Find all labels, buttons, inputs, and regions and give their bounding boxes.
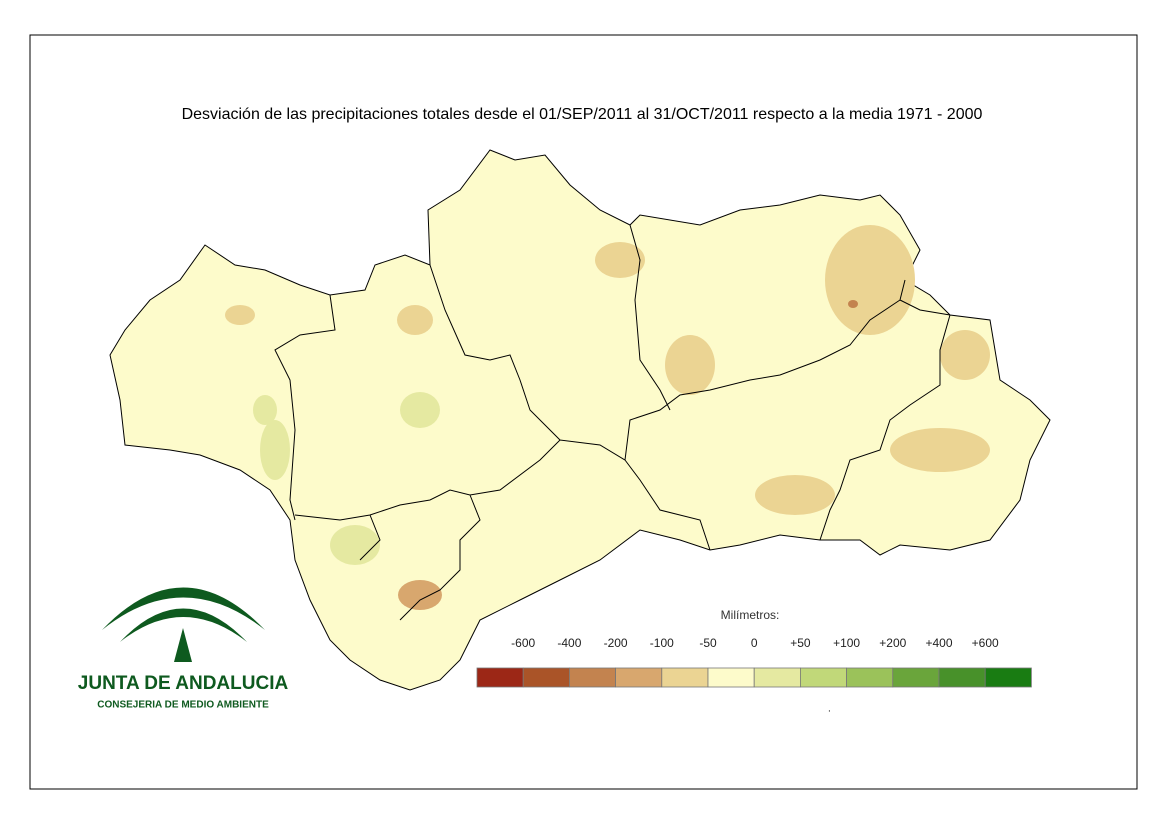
legend-label: -200: [604, 636, 628, 650]
area: [398, 580, 442, 610]
area: [848, 300, 858, 308]
legend-swatch: [892, 667, 940, 688]
area: [595, 242, 645, 278]
legend-swatch: [569, 667, 617, 688]
logo-mark: [174, 628, 192, 662]
legend: Milímetros: -600 -400 -200 -100 -50 0 +50 +100 +…: [476, 608, 1032, 715]
map: [109, 149, 1051, 691]
legend-title: Milímetros:: [721, 608, 780, 622]
area: [825, 225, 915, 335]
legend-label: 0: [751, 636, 758, 650]
dot: .: [828, 704, 831, 715]
legend-swatch: [846, 667, 894, 688]
legend-label: +50: [790, 636, 811, 650]
legend-swatch: [938, 667, 986, 688]
area: [940, 330, 990, 380]
logo-arc: [120, 608, 247, 642]
area: [330, 525, 380, 565]
legend-label: -600: [511, 636, 535, 650]
legend-label: +200: [879, 636, 906, 650]
legend-label: +400: [925, 636, 952, 650]
legend-label: +600: [972, 636, 999, 650]
legend-swatch: [476, 667, 524, 688]
logo-arc: [102, 587, 265, 630]
legend-swatch: [615, 667, 663, 688]
legend-scale: -600 -400 -200 -100 -50 0 +50 +100 +200 +400 +600: [476, 636, 1032, 688]
legend-label: -50: [699, 636, 717, 650]
area: [253, 395, 277, 425]
legend-swatch: [984, 667, 1032, 688]
logo-name: JUNTA DE ANDALUCIA: [78, 673, 289, 694]
legend-label: +100: [833, 636, 860, 650]
area: [260, 420, 290, 480]
area: [225, 305, 255, 325]
legend-swatch: [800, 667, 848, 688]
map-title: Desviación de las precipitaciones totale…: [182, 106, 983, 123]
province-borders: [274, 224, 951, 621]
legend-label: -400: [557, 636, 581, 650]
anomaly-areas: [225, 225, 990, 610]
logo: JUNTA DE ANDALUCIA CONSEJERIA DE MEDIO A…: [78, 587, 289, 711]
area: [755, 475, 835, 515]
area: [400, 392, 440, 428]
area: [890, 428, 990, 472]
logo-subtitle: CONSEJERIA DE MEDIO AMBIENTE: [97, 700, 269, 711]
area: [397, 305, 433, 335]
legend-swatch: [661, 667, 709, 688]
legend-swatch: [522, 667, 570, 688]
area: [665, 335, 715, 395]
legend-swatch: [707, 667, 755, 688]
legend-swatch: [753, 667, 801, 688]
legend-label: -100: [650, 636, 674, 650]
